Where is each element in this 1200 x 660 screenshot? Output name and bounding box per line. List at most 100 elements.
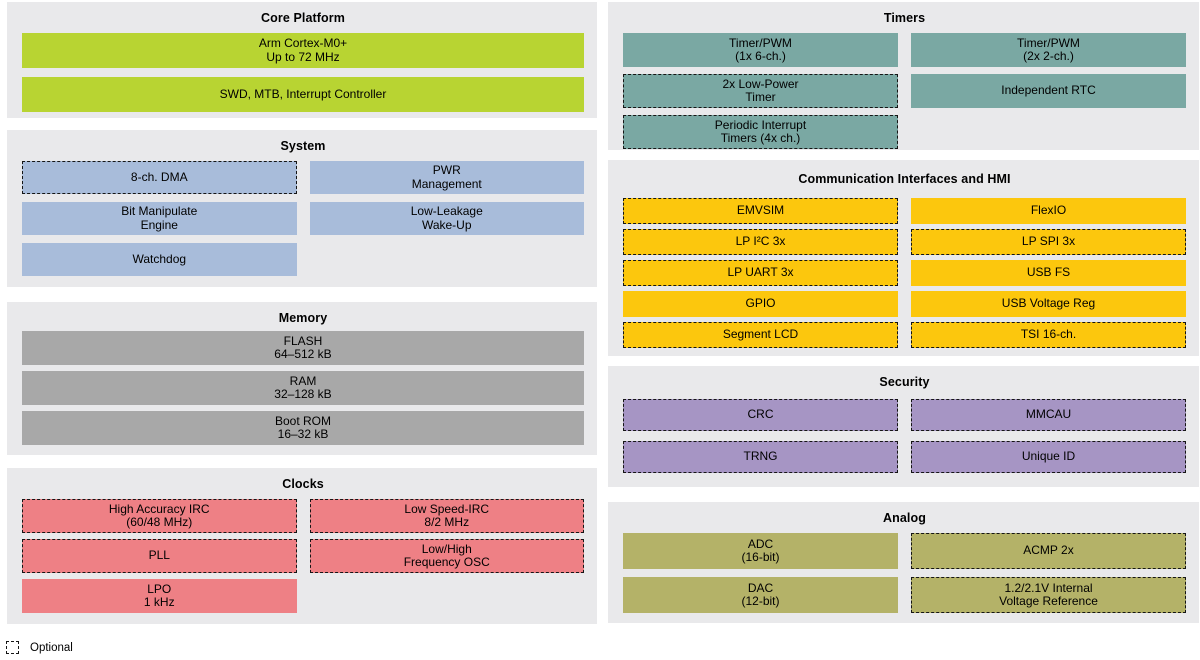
block-text-line1: MMCAU — [1025, 407, 1072, 422]
block-independent-rtc: Independent RTC — [911, 74, 1186, 108]
block-text-line1: LP I²C 3x — [735, 234, 786, 249]
section-title-core-platform: Core Platform — [261, 11, 345, 25]
block-low-speed-irc: Low Speed-IRC 8/2 MHz — [309, 499, 584, 533]
block-dac-12bit: DAC (12-bit) — [623, 577, 898, 613]
block-text-line2: Timer — [745, 90, 776, 104]
legend-optional: Optional — [6, 641, 73, 654]
block-text-line1: Unique ID — [1021, 449, 1076, 464]
block-text-line1: Timer/PWM — [1017, 35, 1080, 50]
block-bit-manipulate-engine: Bit Manipulate Engine — [22, 202, 297, 235]
legend-label: Optional — [30, 641, 73, 654]
block-flexio: FlexIO — [911, 198, 1186, 224]
block-text-line2: 1 kHz — [143, 595, 175, 609]
section-memory: Memory FLASH 64–512 kB RAM 32–128 kB Boo… — [7, 302, 597, 455]
block-usb-fs: USB FS — [911, 260, 1186, 286]
block-text-line1: TSI 16-ch. — [1020, 327, 1077, 342]
block-emvsim: EMVSIM — [623, 198, 898, 224]
block-text-line1: SWD, MTB, Interrupt Controller — [219, 86, 387, 101]
block-text-line2: Management — [411, 176, 482, 191]
block-text-line2: Voltage Reference — [999, 594, 1098, 608]
block-text-line1: FLASH — [283, 333, 323, 348]
block-text-line1: DAC — [747, 580, 774, 595]
block-text-line1: PLL — [148, 548, 170, 563]
block-text-line1: ACMP 2x — [1023, 543, 1074, 558]
block-pll: PLL — [22, 539, 297, 573]
block-text-line1: Periodic Interrupt — [714, 117, 807, 132]
block-lp-i2c-3x: LP I²C 3x — [623, 229, 898, 255]
block-text-line1: EMVSIM — [736, 203, 785, 218]
block-text-line2: (12-bit) — [741, 594, 780, 608]
system-grid: 8-ch. DMA PWR Management Bit Manipulate … — [22, 161, 584, 276]
block-periodic-interrupt-timers: Periodic Interrupt Timers (4x ch.) — [623, 115, 898, 149]
block-text-line2: (1x 6-ch.) — [735, 49, 786, 63]
block-text-line2: (16-bit) — [741, 550, 780, 564]
block-text-line1: FlexIO — [1030, 203, 1067, 218]
block-text-line2: 16–32 kB — [277, 427, 329, 441]
section-title-system: System — [280, 139, 326, 153]
block-ram: RAM 32–128 kB — [22, 371, 584, 405]
block-watchdog: Watchdog — [22, 243, 297, 276]
block-text-line1: Low/High — [421, 541, 472, 556]
block-text-line2: Up to 72 MHz — [266, 49, 340, 64]
block-text-line2: Engine — [140, 217, 178, 232]
block-text-line1: RAM — [289, 373, 317, 388]
block-lpo: LPO 1 kHz — [22, 579, 297, 613]
analog-grid: ADC (16-bit) ACMP 2x DAC (12-bit) 1.2/2.… — [623, 533, 1186, 613]
block-text-line1: LP SPI 3x — [1021, 234, 1076, 249]
block-text-line1: CRC — [747, 407, 774, 422]
block-text-line1: TRNG — [743, 449, 778, 464]
block-text-line1: USB Voltage Reg — [1001, 296, 1096, 311]
block-mmcau: MMCAU — [911, 399, 1186, 431]
section-clocks: Clocks High Accuracy IRC (60/48 MHz) Low… — [7, 468, 597, 624]
block-trng: TRNG — [623, 441, 898, 473]
block-timer-pwm-2x2ch: Timer/PWM (2x 2-ch.) — [911, 33, 1186, 67]
clocks-grid: High Accuracy IRC (60/48 MHz) Low Speed-… — [22, 499, 584, 613]
section-title-security: Security — [879, 375, 930, 389]
block-text-line1: USB FS — [1026, 265, 1071, 280]
block-pwr-management: PWR Management — [309, 161, 584, 194]
section-title-clocks: Clocks — [282, 477, 324, 491]
block-lp-uart-3x: LP UART 3x — [623, 260, 898, 286]
block-text-line2: Frequency OSC — [403, 555, 490, 569]
communication-grid: EMVSIM FlexIO LP I²C 3x LP SPI 3x LP UAR… — [623, 198, 1186, 348]
block-high-accuracy-irc: High Accuracy IRC (60/48 MHz) — [22, 499, 297, 533]
block-text-line1: Low Speed-IRC — [404, 501, 490, 516]
block-tsi-16ch: TSI 16-ch. — [911, 322, 1186, 348]
block-text-line2: 64–512 kB — [274, 347, 332, 361]
block-text-line1: High Accuracy IRC — [108, 501, 210, 516]
block-crc: CRC — [623, 399, 898, 431]
block-swd-mtb-interrupt-controller: SWD, MTB, Interrupt Controller — [22, 77, 584, 112]
block-text-line1: Arm Cortex-M0+ — [258, 36, 348, 50]
core-platform-grid: Arm Cortex-M0+ Up to 72 MHz SWD, MTB, In… — [22, 33, 584, 112]
section-timers: Timers Timer/PWM (1x 6-ch.) Timer/PWM (2… — [608, 2, 1199, 150]
section-system: System 8-ch. DMA PWR Management Bit Mani… — [7, 130, 597, 287]
block-text-line1: Segment LCD — [722, 327, 799, 342]
block-text-line1: LPO — [147, 581, 172, 596]
block-acmp-2x: ACMP 2x — [911, 533, 1186, 569]
block-text-line1: ADC — [747, 536, 774, 551]
block-text-line1: LP UART 3x — [727, 265, 794, 280]
block-usb-voltage-reg: USB Voltage Reg — [911, 291, 1186, 317]
block-text-line1: 8-ch. DMA — [130, 169, 188, 184]
block-lp-spi-3x: LP SPI 3x — [911, 229, 1186, 255]
section-title-timers: Timers — [883, 11, 926, 25]
section-title-communication: Communication Interfaces and HMI — [798, 172, 1011, 186]
block-text-line1: 1.2/2.1V Internal — [1004, 580, 1093, 595]
section-security: Security CRC MMCAU TRNG Unique ID — [608, 366, 1199, 487]
block-text-line1: Bit Manipulate — [121, 204, 198, 218]
block-text-line2: 8/2 MHz — [424, 515, 470, 529]
section-title-memory: Memory — [278, 311, 328, 325]
block-text-line1: Boot ROM — [274, 413, 331, 428]
timers-grid: Timer/PWM (1x 6-ch.) Timer/PWM (2x 2-ch.… — [623, 33, 1186, 149]
block-low-leakage-wake-up: Low-Leakage Wake-Up — [309, 202, 584, 235]
block-text-line1: Watchdog — [132, 251, 187, 266]
optional-dashed-box-icon — [6, 641, 19, 654]
block-arm-cortex-m0plus: Arm Cortex-M0+ Up to 72 MHz — [22, 33, 584, 68]
block-low-high-frequency-osc: Low/High Frequency OSC — [309, 539, 584, 573]
block-text-line1: Timer/PWM — [729, 35, 792, 50]
block-gpio: GPIO — [623, 291, 898, 317]
block-timer-pwm-1x6ch: Timer/PWM (1x 6-ch.) — [623, 33, 898, 67]
block-segment-lcd: Segment LCD — [623, 322, 898, 348]
security-grid: CRC MMCAU TRNG Unique ID — [623, 399, 1186, 473]
